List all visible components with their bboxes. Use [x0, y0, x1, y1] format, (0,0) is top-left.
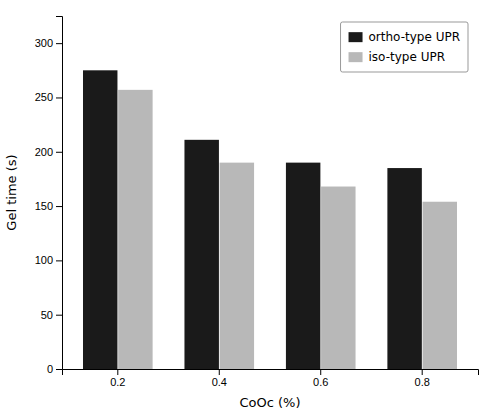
y-tick-mark	[56, 315, 62, 316]
bar-series	[118, 90, 457, 369]
bar	[321, 187, 355, 369]
y-tick: 150	[35, 200, 62, 212]
x-tick-mark	[422, 369, 423, 375]
y-tick-label: 150	[35, 200, 53, 212]
y-axis-title: Gel time (s)	[4, 154, 19, 230]
x-tick: 0.8	[415, 369, 430, 388]
y-tick-mark	[56, 369, 62, 370]
y-tick: 100	[35, 254, 62, 266]
y-tick: 0	[47, 363, 62, 375]
x-tick-label: 0.2	[110, 376, 125, 388]
bar-series	[83, 70, 422, 369]
y-tick-label: 250	[35, 91, 53, 103]
x-tick-mark	[320, 369, 321, 375]
y-tick-mark	[56, 97, 62, 98]
y-tick-label: 200	[35, 146, 53, 158]
y-axis: 0 50 100 150 200 250 300	[35, 17, 63, 376]
y-tick: 50	[41, 309, 62, 321]
y-tick-label: 0	[47, 363, 53, 375]
x-axis-line	[63, 370, 479, 376]
legend-box	[341, 22, 468, 72]
y-tick: 250	[35, 91, 62, 103]
x-tick: 0.2	[110, 369, 125, 388]
x-tick: 0.4	[212, 369, 227, 388]
bar	[423, 202, 457, 369]
y-tick-mark	[56, 260, 62, 261]
bars	[83, 70, 457, 369]
x-tick-label: 0.8	[415, 376, 430, 388]
legend: ortho-type UPR iso-type UPR	[341, 22, 468, 72]
legend-label: iso-type UPR	[369, 50, 445, 64]
legend-item: iso-type UPR	[349, 50, 445, 64]
bar	[286, 163, 320, 369]
bar	[387, 168, 421, 369]
chart: 0.2 0.4 0.6 0.8 0 50 100 150 200 250 300 ortho-type…	[0, 0, 494, 417]
bar	[118, 90, 152, 369]
y-tick-label: 300	[35, 37, 53, 49]
x-tick-label: 0.4	[212, 376, 227, 388]
legend-swatch	[349, 52, 363, 62]
x-tick-mark	[117, 369, 118, 375]
x-tick-mark	[219, 369, 220, 375]
y-tick-mark	[56, 43, 62, 44]
y-tick-mark	[56, 206, 62, 207]
x-axis-title: CoOc (%)	[239, 395, 300, 410]
bar	[83, 70, 117, 369]
y-axis-line	[56, 17, 63, 370]
y-tick-label: 50	[41, 309, 53, 321]
y-tick-mark	[56, 152, 62, 153]
y-tick-label: 100	[35, 254, 53, 266]
y-tick: 200	[35, 146, 62, 158]
bar	[184, 140, 218, 369]
bar	[220, 163, 254, 369]
legend-item: ortho-type UPR	[349, 30, 460, 44]
plot: 0.2 0.4 0.6 0.8 0 50 100 150 200 250 300 ortho-type…	[35, 17, 479, 388]
x-axis: 0.2 0.4 0.6 0.8	[63, 369, 479, 388]
x-tick-label: 0.6	[313, 376, 328, 388]
x-tick: 0.6	[313, 369, 328, 388]
legend-swatch	[349, 32, 363, 42]
legend-label: ortho-type UPR	[369, 30, 460, 44]
y-tick: 300	[35, 37, 62, 49]
